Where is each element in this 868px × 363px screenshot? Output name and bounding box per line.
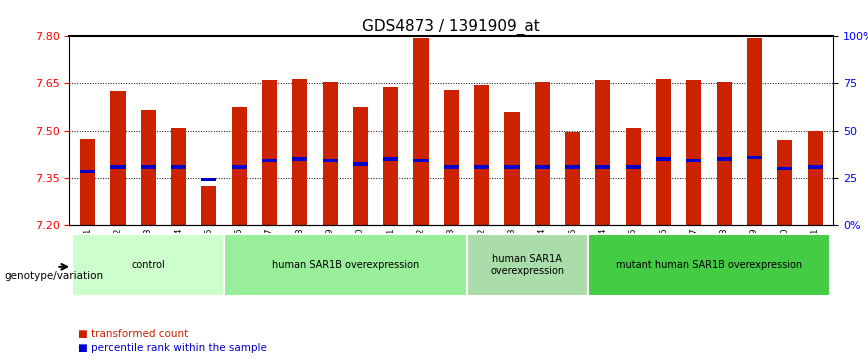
Bar: [232, 165, 247, 169]
Bar: [110, 91, 126, 225]
Bar: [323, 82, 338, 225]
Bar: [746, 155, 762, 159]
Bar: [656, 79, 671, 225]
Bar: [171, 127, 186, 225]
Bar: [807, 131, 823, 225]
Bar: [777, 140, 792, 225]
Bar: [565, 165, 580, 169]
Bar: [626, 165, 641, 169]
Bar: [80, 170, 95, 174]
Bar: [323, 159, 338, 163]
Bar: [110, 165, 126, 169]
Text: human SAR1B overexpression: human SAR1B overexpression: [272, 260, 419, 270]
Bar: [746, 38, 762, 225]
Bar: [141, 165, 156, 169]
Bar: [626, 127, 641, 225]
Bar: [413, 38, 429, 225]
Bar: [687, 159, 701, 163]
Bar: [777, 167, 792, 170]
Bar: [80, 139, 95, 225]
Bar: [201, 186, 216, 225]
Bar: [504, 165, 520, 169]
Bar: [565, 132, 580, 225]
Bar: [232, 107, 247, 225]
Bar: [383, 87, 398, 225]
Bar: [201, 178, 216, 182]
FancyBboxPatch shape: [224, 234, 466, 296]
Text: human SAR1A
overexpression: human SAR1A overexpression: [490, 254, 564, 276]
Title: GDS4873 / 1391909_at: GDS4873 / 1391909_at: [363, 19, 540, 35]
Bar: [413, 159, 429, 163]
Text: ■ transformed count: ■ transformed count: [78, 329, 188, 339]
Bar: [535, 82, 549, 225]
FancyBboxPatch shape: [588, 234, 831, 296]
Bar: [383, 157, 398, 161]
Text: control: control: [131, 260, 165, 270]
Bar: [444, 165, 459, 169]
Bar: [687, 80, 701, 225]
Bar: [717, 157, 732, 161]
Text: mutant human SAR1B overexpression: mutant human SAR1B overexpression: [616, 260, 802, 270]
Bar: [262, 159, 277, 163]
Bar: [353, 162, 368, 166]
FancyBboxPatch shape: [72, 234, 224, 296]
Bar: [535, 165, 549, 169]
Bar: [293, 79, 307, 225]
Bar: [474, 85, 490, 225]
Bar: [474, 165, 490, 169]
Bar: [171, 165, 186, 169]
Bar: [262, 80, 277, 225]
Bar: [595, 165, 610, 169]
Bar: [444, 90, 459, 225]
Bar: [504, 112, 520, 225]
FancyBboxPatch shape: [466, 234, 588, 296]
Bar: [293, 157, 307, 161]
Text: ■ percentile rank within the sample: ■ percentile rank within the sample: [78, 343, 267, 354]
Bar: [141, 110, 156, 225]
Bar: [595, 80, 610, 225]
Bar: [656, 157, 671, 161]
Bar: [717, 82, 732, 225]
Bar: [807, 165, 823, 169]
Text: genotype/variation: genotype/variation: [4, 271, 103, 281]
Bar: [353, 107, 368, 225]
